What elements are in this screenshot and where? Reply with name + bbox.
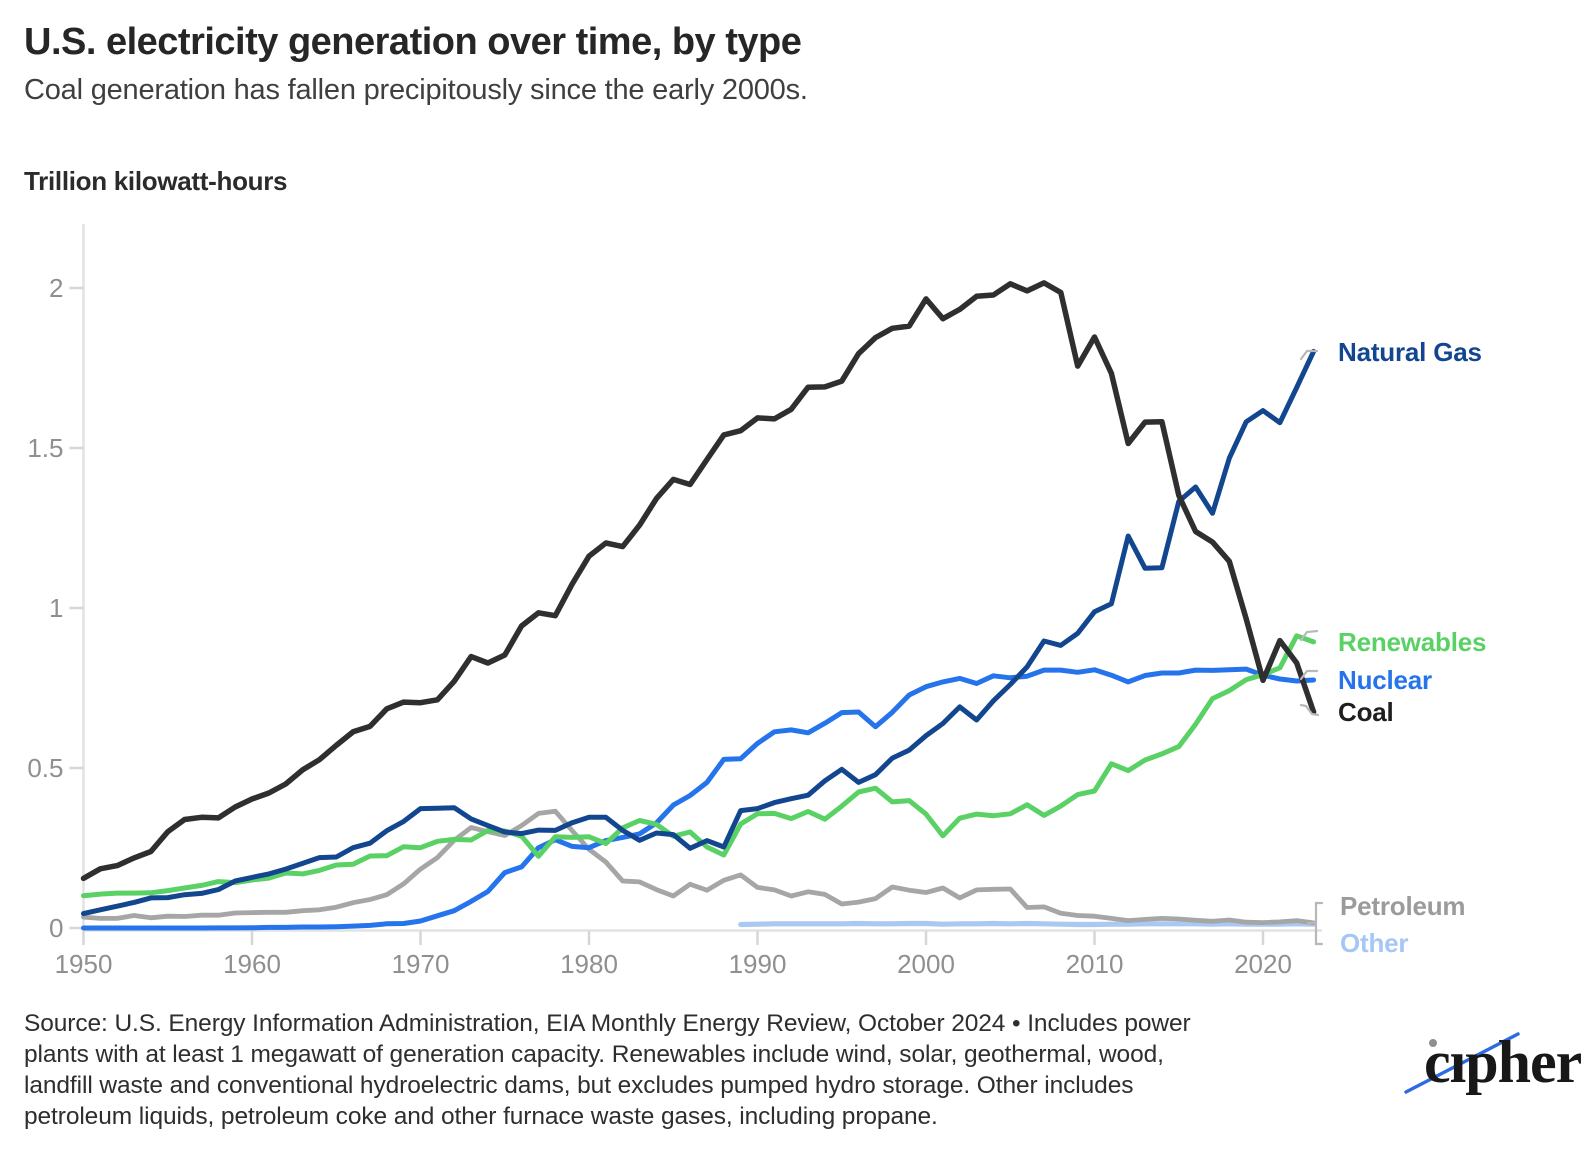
label-connector-natural-gas	[1299, 349, 1319, 361]
x-tick-label: 1970	[392, 949, 450, 979]
series-label-nuclear: Nuclear	[1338, 665, 1432, 695]
label-bracket-petroleum-other	[1306, 901, 1324, 946]
x-tick-label: 1960	[223, 949, 281, 979]
label-connector-nuclear	[1299, 669, 1319, 681]
x-tick-label: 1990	[729, 949, 787, 979]
source-line: petroleum liquids, petroleum coke and ot…	[24, 1103, 938, 1130]
y-tick-label: 2	[49, 273, 63, 303]
line-coal	[80, 280, 1317, 882]
x-tick-label: 2010	[1066, 949, 1124, 979]
line-natural-gas	[81, 348, 1317, 917]
y-axis-title: Trillion kilowatt-hours	[24, 166, 288, 196]
x-tick-label: 1950	[55, 949, 113, 979]
line-other	[738, 920, 1317, 928]
y-tick-label: 1	[49, 593, 63, 623]
chart-header: U.S. electricity generation over time, b…	[24, 21, 1224, 107]
source-line: landfill waste and conventional hydroele…	[24, 1072, 1134, 1099]
line-nuclear	[81, 666, 1317, 931]
series-label-other: Other	[1340, 928, 1409, 958]
cipher-logo: cıpher	[1398, 1026, 1582, 1116]
series-label-coal: Coal	[1338, 697, 1394, 727]
source-line: Source: U.S. Energy Information Administ…	[24, 1010, 1191, 1037]
y-tick-label: 0	[49, 913, 63, 943]
page-title: U.S. electricity generation over time, b…	[24, 21, 802, 63]
series-label-natural-gas: Natural Gas	[1338, 337, 1482, 367]
y-tick-label: 1.5	[27, 433, 63, 463]
x-tick-label: 2000	[897, 949, 955, 979]
logo-wordmark: cıpher	[1424, 1029, 1582, 1095]
source-note: Source: U.S. Energy Information Administ…	[24, 1008, 1364, 1132]
page-subtitle: Coal generation has fallen precipitously…	[24, 73, 808, 106]
line-renewables	[81, 633, 1317, 899]
series-label-renewables: Renewables	[1338, 627, 1487, 657]
label-connector-coal	[1299, 703, 1320, 717]
logo-i-dot	[1429, 1039, 1437, 1047]
line-petroleum	[81, 808, 1316, 926]
series-label-petroleum: Petroleum	[1340, 891, 1466, 921]
x-tick-label: 1980	[560, 949, 618, 979]
y-tick-label: 0.5	[27, 753, 63, 783]
source-line: plants with at least 1 megawatt of gener…	[24, 1041, 1164, 1068]
label-connector-renewables	[1299, 629, 1319, 642]
x-tick-label: 2020	[1234, 949, 1292, 979]
